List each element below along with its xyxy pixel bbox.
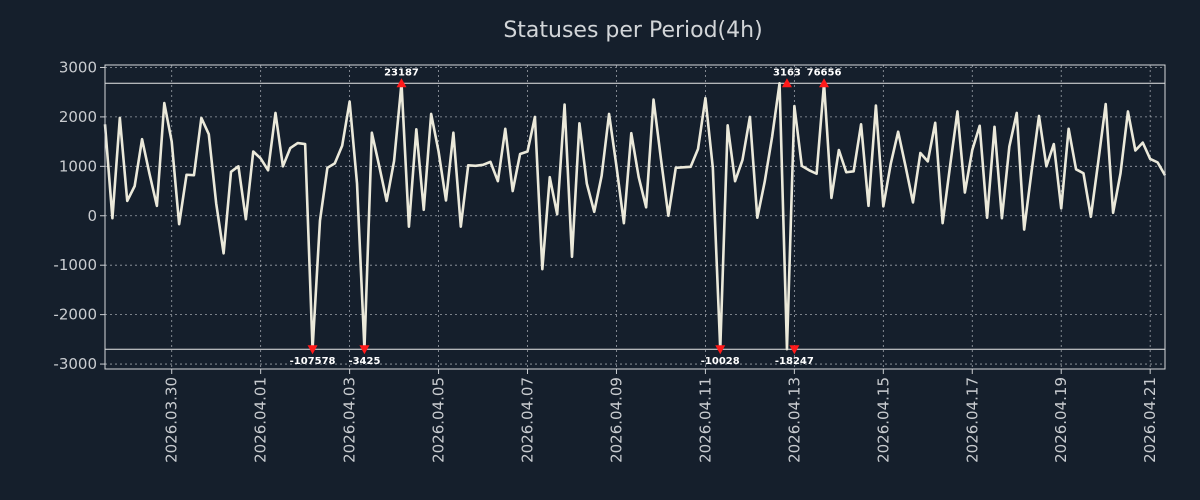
outlier-label: -107578 [290, 356, 336, 367]
y-tick-label: 0 [87, 207, 97, 225]
y-tick-label: -3000 [53, 355, 97, 373]
outlier-layer: -107578 -3425 23187 -10028 3163 -18247 76656 [290, 67, 842, 367]
outlier-label: -3425 [348, 356, 380, 367]
x-tick-label: 2026.04.15 [874, 377, 892, 463]
outlier-label: 23187 [384, 67, 419, 78]
chart-title: Statuses per Period(4h) [503, 18, 762, 43]
plot-frame [104, 64, 1166, 370]
y-tick-label: -1000 [53, 256, 97, 274]
x-tick-label: 2026.04.19 [1052, 377, 1070, 463]
y-tick-label: -2000 [53, 306, 97, 324]
outlier-marker-low [307, 345, 318, 355]
axes: 3000 2000 1000 0 -1000 -2000 -3000 2026.03.30 20… [53, 58, 1159, 462]
y-tick-label: 1000 [59, 157, 97, 175]
x-tick-label: 2026.04.01 [252, 377, 270, 463]
x-tick-label: 2026.04.05 [430, 377, 448, 463]
outlier-marker-low [359, 345, 370, 355]
y-tick-label: 3000 [59, 58, 97, 76]
series-line-statuses [103, 81, 1167, 351]
x-tick-label: 2026.04.13 [785, 377, 803, 463]
x-tick-label: 2026.04.17 [963, 377, 981, 463]
y-tick-label: 2000 [59, 108, 97, 126]
x-tick-label: 2026.04.07 [519, 377, 537, 463]
outlier-marker-high [819, 78, 830, 88]
outlier-label: -18247 [775, 356, 814, 367]
outlier-label: 76656 [807, 67, 842, 78]
x-tick-label: 2026.04.09 [607, 377, 625, 463]
series-layer [103, 81, 1167, 351]
x-tick-label: 2026.04.11 [696, 377, 714, 463]
x-tick-label: 2026.04.21 [1141, 377, 1159, 463]
x-tick-label: 2026.04.03 [341, 377, 359, 463]
x-tick-label: 2026.03.30 [163, 377, 181, 463]
outlier-label: -10028 [701, 356, 740, 367]
grid-layer [105, 65, 1165, 369]
outlier-marker-low [715, 345, 726, 355]
outlier-marker-low [789, 345, 800, 355]
outlier-marker-high [396, 78, 407, 88]
outlier-label: 3163 [773, 67, 801, 78]
outlier-marker-high [781, 78, 792, 88]
